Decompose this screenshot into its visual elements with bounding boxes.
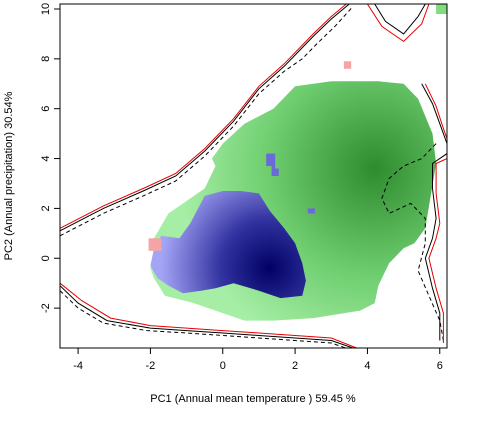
y-axis: -2 0 2 4 6 8 10: [40, 3, 60, 313]
y-tick-label: 10: [40, 3, 52, 15]
x-axis-title: PC1 (Annual mean temperature ) 59.45 %: [150, 393, 356, 405]
y-tick-label: 8: [40, 56, 52, 62]
contour-lines: [60, 4, 447, 348]
bottom-contour-black: [60, 285, 354, 348]
plot-frame: [59, 3, 448, 349]
x-tick-label: 2: [292, 360, 298, 372]
right-edge-contour-black: [421, 83, 447, 144]
y-tick-label: 2: [40, 205, 52, 211]
x-tick-label: 4: [364, 360, 370, 372]
green-patch-4: [436, 4, 447, 14]
x-axis: -4 -2 0 2 4 6: [73, 348, 443, 372]
blue-patch-0: [266, 153, 279, 176]
y-tick-label: 6: [40, 106, 52, 112]
y-tick-label: 0: [40, 255, 52, 261]
right-edge-contour-red: [424, 83, 447, 139]
y-tick-label: -2: [40, 303, 52, 313]
blue-patch-1: [307, 208, 315, 214]
plot-area: [60, 4, 447, 348]
bottom-contour-dashed: [60, 290, 346, 348]
inner-right-dashed: [381, 143, 444, 341]
outer-contour-dashed: [60, 6, 354, 237]
outer-contour-red: [60, 4, 348, 229]
inner-right-red: [428, 158, 447, 343]
x-tick-label: 6: [437, 360, 443, 372]
y-axis-title: PC2 (Annual precipitation) 30.54%: [3, 91, 15, 260]
bottom-contour-red: [60, 282, 357, 348]
x-tick-label: -4: [73, 360, 83, 372]
density-fills: [148, 4, 447, 321]
x-tick-label: -2: [146, 360, 156, 372]
right-contour-black: [374, 4, 426, 35]
inner-right-black: [424, 153, 447, 341]
y-tick-label: 4: [40, 155, 52, 161]
x-tick-label: 0: [220, 360, 226, 372]
right-contour-red: [366, 4, 430, 43]
pink-patch-3: [343, 61, 352, 69]
blue-density: [150, 191, 306, 299]
outer-contour-black: [60, 4, 350, 232]
pink-patch-2: [148, 238, 162, 251]
